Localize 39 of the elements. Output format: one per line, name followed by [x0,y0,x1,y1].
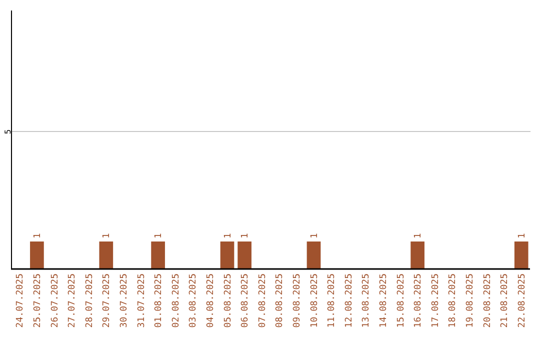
x-tick-label: 10.08.2025 [310,274,320,328]
y-tick-label: 5 [4,129,12,134]
data-label: 1 [240,233,251,238]
x-tick-label: 06.08.2025 [240,274,251,328]
data-label: 1 [414,233,424,238]
x-tick-label: 15.08.2025 [396,274,406,328]
data-label: 1 [310,233,320,238]
x-tick-label: 27.07.2025 [68,274,78,328]
x-tick-label: 19.08.2025 [465,274,476,328]
x-tick-label: 31.07.2025 [136,274,147,328]
data-label: 1 [517,233,528,238]
x-tick-label: 21.08.2025 [500,274,510,328]
x-tick-label: 20.08.2025 [482,274,493,328]
x-tick-label: 28.07.2025 [84,274,95,328]
x-tick-label: 03.08.2025 [188,274,199,328]
x-tick-label: 14.08.2025 [378,274,389,328]
x-tick-label: 26.07.2025 [50,274,60,328]
data-label: 1 [223,233,234,238]
x-tick-label: 09.08.2025 [292,274,302,328]
x-tick-label: 22.08.2025 [517,274,528,328]
x-tick-label: 29.07.2025 [102,274,112,328]
x-tick-label: 11.08.2025 [327,274,338,328]
x-tick-label: 02.08.2025 [171,274,182,328]
x-tick-label: 12.08.2025 [344,274,354,328]
data-label: 1 [102,233,112,238]
x-tick-label: 05.08.2025 [223,274,234,328]
x-tick-label: 07.08.2025 [258,274,268,328]
data-label: 1 [154,233,164,238]
x-tick-label: 08.08.2025 [275,274,286,328]
x-tick-label: 16.08.2025 [414,274,424,328]
x-tick-label: 04.08.2025 [206,274,216,328]
x-tick-label: 01.08.2025 [154,274,164,328]
x-tick-label: 17.08.2025 [430,274,441,328]
x-tick-label: 24.07.2025 [16,274,26,328]
x-tick-label: 13.08.2025 [362,274,372,328]
x-tick-label: 25.07.2025 [32,274,43,328]
x-tick-label: 30.07.2025 [119,274,130,328]
x-tick-label: 18.08.2025 [448,274,458,328]
data-label: 1 [32,233,43,238]
